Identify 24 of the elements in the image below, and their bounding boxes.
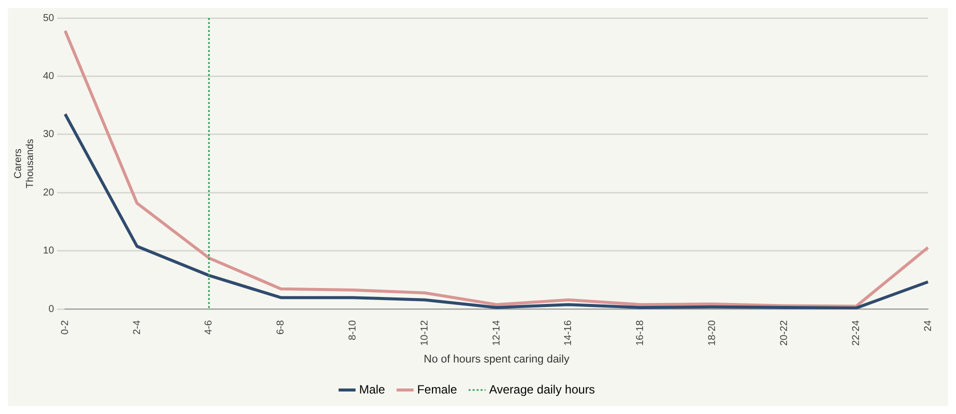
x-tick-label: 18-20: [707, 320, 718, 346]
x-tick-label: 0-2: [60, 320, 71, 335]
x-tick-label: 20-22: [778, 320, 790, 346]
y-tick-label: 30: [43, 129, 55, 140]
y-tick-label: 20: [43, 187, 55, 198]
x-tick-label: 4-6: [204, 320, 215, 335]
x-axis-title: No of hours spent caring daily: [424, 353, 570, 366]
x-tick-label: 6-8: [276, 320, 287, 335]
x-tick-label: 2-4: [132, 320, 143, 335]
y-tick-label: 50: [43, 12, 55, 24]
x-tick-label: 16-18: [635, 320, 646, 346]
x-tick-label: 14-16: [563, 320, 574, 346]
x-tick-label: 10-12: [419, 320, 430, 346]
legend-label: Male: [359, 382, 386, 396]
y-tick-label: 40: [43, 70, 55, 82]
legend-label: Average daily hours: [489, 382, 595, 396]
legend-label: Female: [417, 382, 458, 396]
x-tick-label: 8-10: [348, 320, 358, 340]
y-tick-label: 0: [48, 304, 55, 315]
x-tick-label: 24: [922, 320, 934, 332]
x-tick-label: 12-14: [491, 320, 502, 346]
y-tick-label: 10: [43, 246, 55, 257]
y-axis-title: Carers Thousands: [12, 138, 36, 188]
x-tick-label: 22-24: [850, 320, 862, 346]
